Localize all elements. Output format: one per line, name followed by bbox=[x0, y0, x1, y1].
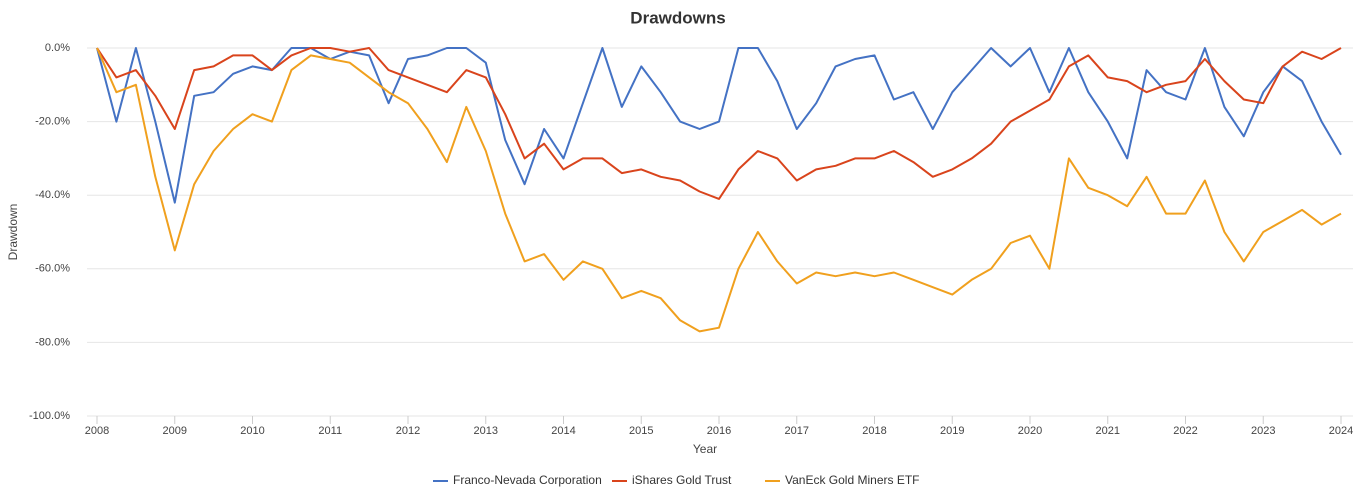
x-tick-label: 2010 bbox=[240, 425, 264, 437]
x-tick-label: 2017 bbox=[785, 425, 809, 437]
legend-label: iShares Gold Trust bbox=[632, 473, 732, 487]
x-tick-label: 2011 bbox=[318, 425, 342, 437]
y-tick-label: -80.0% bbox=[35, 336, 70, 348]
y-tick-label: -100.0% bbox=[29, 410, 70, 422]
series-line bbox=[96, 47, 1342, 204]
y-tick-label: -40.0% bbox=[35, 189, 70, 201]
x-axis-label: Year bbox=[693, 442, 717, 456]
x-tick-label: 2014 bbox=[551, 425, 575, 437]
y-tick-label: -20.0% bbox=[35, 116, 70, 128]
series-line bbox=[96, 47, 1342, 200]
x-tick-label: 2020 bbox=[1018, 425, 1042, 437]
x-tick-label: 2016 bbox=[707, 425, 731, 437]
x-tick-label: 2019 bbox=[940, 425, 964, 437]
x-tick-label: 2015 bbox=[629, 425, 653, 437]
x-tick-label: 2021 bbox=[1096, 425, 1120, 437]
x-tick-label: 2023 bbox=[1251, 425, 1275, 437]
x-tick-label: 2022 bbox=[1173, 425, 1197, 437]
y-axis-label: Drawdown bbox=[6, 204, 20, 261]
y-tick-label: -60.0% bbox=[35, 263, 70, 275]
x-tick-label: 2012 bbox=[396, 425, 420, 437]
y-tick-label: 0.0% bbox=[45, 42, 70, 54]
chart-title: Drawdowns bbox=[630, 8, 725, 27]
series-line bbox=[96, 47, 1342, 333]
x-tick-label: 2008 bbox=[85, 425, 109, 437]
legend-label: Franco-Nevada Corporation bbox=[453, 473, 602, 487]
x-tick-label: 2013 bbox=[474, 425, 498, 437]
x-tick-label: 2018 bbox=[862, 425, 886, 437]
x-tick-label: 2024 bbox=[1329, 425, 1353, 437]
x-tick-label: 2009 bbox=[163, 425, 187, 437]
legend-label: VanEck Gold Miners ETF bbox=[785, 473, 919, 487]
